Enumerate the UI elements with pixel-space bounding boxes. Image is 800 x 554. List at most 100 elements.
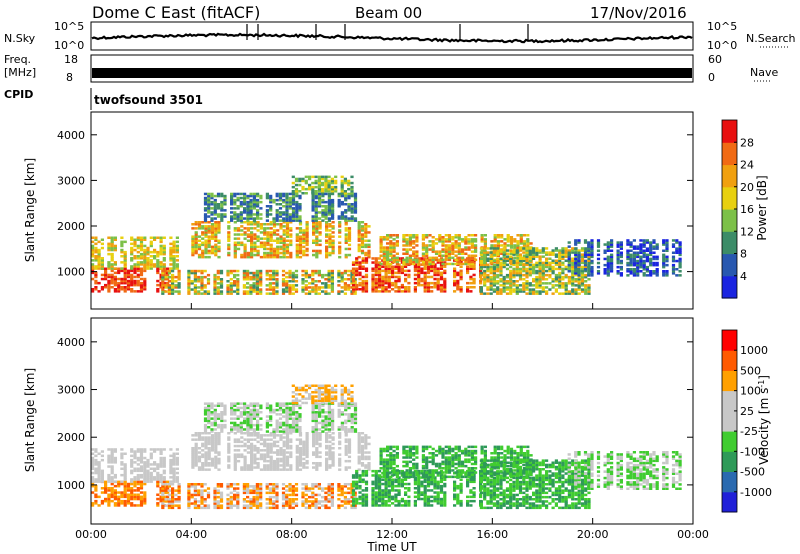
power-cell — [364, 279, 369, 283]
power-cell — [97, 240, 101, 244]
power-cell — [467, 234, 471, 237]
power-cell — [249, 209, 253, 212]
power-cell — [315, 253, 319, 257]
power-cell — [233, 221, 237, 224]
velocity-cell — [302, 440, 306, 444]
power-cell — [285, 221, 290, 224]
velocity-cell — [317, 483, 321, 486]
power-cell — [312, 231, 316, 234]
velocity-cell — [237, 444, 241, 448]
power-cell — [226, 290, 230, 293]
power-cell — [353, 203, 358, 206]
power-cell — [436, 277, 440, 281]
power-cell — [381, 265, 385, 268]
velocity-cell — [136, 476, 140, 479]
power-cell — [596, 257, 601, 261]
velocity-cell — [136, 463, 140, 466]
power-cell — [324, 211, 328, 214]
velocity-cell — [136, 456, 140, 460]
velocity-cell — [149, 463, 153, 466]
power-cell — [431, 248, 435, 251]
velocity-cell — [275, 485, 279, 488]
velocity-cell — [120, 452, 124, 455]
velocity-cell — [110, 495, 114, 499]
power-cell — [308, 175, 312, 179]
power-cell — [252, 217, 256, 220]
velocity-cell — [203, 506, 207, 510]
velocity-cell — [237, 455, 241, 459]
power-cell — [268, 288, 272, 291]
power-cell — [191, 245, 195, 249]
power-cell — [486, 273, 490, 277]
power-cell — [425, 244, 429, 247]
velocity-cell — [110, 448, 114, 451]
power-cell — [606, 259, 610, 263]
power-cell — [357, 237, 361, 240]
power-cell — [378, 283, 382, 287]
velocity-cell — [120, 502, 124, 505]
colorbar-swatch — [722, 209, 737, 232]
power-cell — [100, 265, 104, 268]
power-cell — [516, 246, 520, 249]
velocity-cell — [139, 456, 144, 460]
power-cell — [423, 279, 427, 283]
power-cell — [204, 221, 208, 224]
power-cell — [169, 236, 173, 239]
power-cell — [272, 198, 276, 202]
velocity-cell — [253, 444, 257, 448]
velocity-cell — [217, 457, 221, 461]
power-cell — [94, 238, 98, 241]
power-cell — [187, 292, 191, 295]
velocity-cell — [94, 484, 98, 488]
velocity-cell — [233, 468, 237, 471]
power-cell — [350, 217, 354, 220]
velocity-cell — [275, 495, 279, 499]
power-cell — [298, 217, 302, 220]
power-cell — [191, 227, 195, 230]
power-cell — [324, 217, 328, 220]
power-cell — [219, 271, 224, 275]
power-cell — [561, 284, 565, 287]
power-cell — [321, 290, 325, 293]
power-cell — [493, 234, 497, 237]
power-cell — [378, 271, 382, 275]
power-cell — [522, 254, 527, 257]
power-cell — [107, 242, 111, 246]
power-cell — [216, 192, 221, 196]
power-cell — [518, 267, 523, 271]
power-cell — [571, 275, 575, 279]
power-cell — [516, 240, 520, 243]
velocity-cell — [94, 499, 98, 503]
power-cell — [480, 238, 484, 241]
power-cell — [104, 269, 108, 273]
power-cell — [400, 269, 404, 273]
velocity-cell — [246, 495, 250, 499]
velocity-cell — [288, 487, 292, 490]
power-cell — [500, 240, 504, 243]
velocity-cell — [233, 455, 237, 459]
velocity-cell — [107, 461, 111, 464]
power-cell — [216, 288, 220, 291]
power-cell — [294, 192, 299, 195]
power-colorbar-tick-label: 12 — [740, 225, 754, 238]
power-cell — [350, 194, 354, 198]
velocity-cell — [214, 436, 218, 439]
velocity-cell — [143, 502, 147, 505]
power-cell — [391, 271, 395, 275]
power-cell — [355, 269, 359, 273]
power-cell — [325, 249, 329, 253]
velocity-cell — [272, 487, 276, 490]
power-cell — [272, 282, 276, 285]
power-cell — [629, 245, 633, 248]
power-cell — [486, 280, 490, 283]
velocity-cell — [343, 491, 347, 495]
power-cell — [236, 213, 240, 216]
power-cell — [233, 249, 237, 253]
velocity-cell — [139, 458, 144, 462]
velocity-cell — [200, 491, 204, 495]
power-cell — [384, 265, 388, 268]
power-cell — [229, 290, 233, 293]
power-cell — [305, 253, 309, 257]
power-cell — [279, 239, 283, 242]
velocity-cell — [200, 498, 204, 501]
